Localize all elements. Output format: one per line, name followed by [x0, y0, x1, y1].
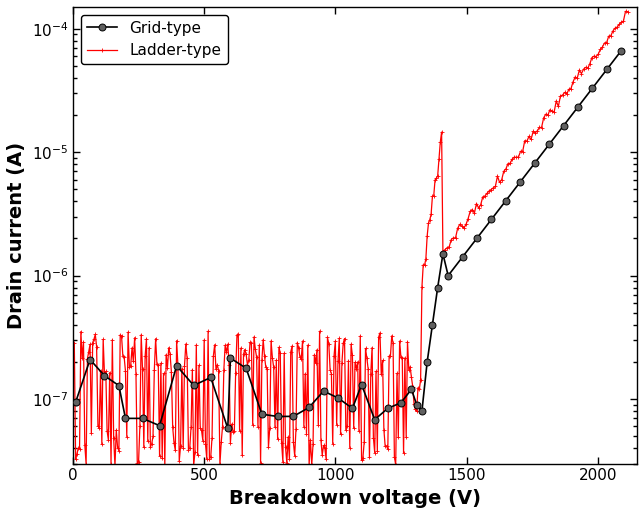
Ladder-type — [488, 186, 495, 193]
Grid-type — [115, 383, 123, 389]
Grid-type — [258, 411, 266, 417]
Grid-type — [100, 373, 108, 379]
X-axis label: Breakdown voltage (V): Breakdown voltage (V) — [229, 489, 481, 508]
Grid-type — [156, 422, 164, 428]
Legend: Grid-type, Ladder-type: Grid-type, Ladder-type — [80, 14, 227, 64]
Ladder-type — [261, 353, 269, 359]
Ladder-type — [424, 220, 432, 226]
Grid-type — [418, 408, 426, 414]
Ladder-type — [70, 340, 78, 346]
Grid-type — [224, 425, 232, 432]
Grid-type — [408, 386, 415, 392]
Grid-type — [459, 254, 466, 260]
Grid-type — [227, 355, 234, 361]
Grid-type — [190, 382, 198, 388]
Grid-type — [488, 216, 495, 222]
Ladder-type — [525, 133, 533, 140]
Grid-type — [439, 251, 447, 257]
Grid-type — [589, 85, 596, 91]
Grid-type — [560, 123, 567, 129]
Ladder-type — [266, 424, 274, 431]
Grid-type — [545, 141, 553, 147]
Grid-type — [413, 402, 421, 408]
Grid-type — [242, 365, 250, 371]
Grid-type — [423, 359, 431, 365]
Grid-type — [173, 363, 180, 369]
Grid-type — [434, 284, 442, 290]
Grid-type — [516, 179, 524, 185]
Y-axis label: Drain current (A): Drain current (A) — [7, 142, 26, 329]
Grid-type — [334, 395, 342, 401]
Grid-type — [207, 374, 214, 381]
Grid-type — [319, 388, 327, 394]
Line: Ladder-type: Ladder-type — [73, 10, 629, 469]
Grid-type — [71, 399, 79, 405]
Grid-type — [531, 160, 538, 166]
Ladder-type — [624, 9, 632, 15]
Ladder-type — [621, 8, 629, 14]
Grid-type — [357, 382, 365, 388]
Grid-type — [305, 404, 313, 410]
Ladder-type — [161, 464, 169, 470]
Grid-type — [502, 198, 510, 204]
Ladder-type — [155, 362, 162, 368]
Grid-type — [138, 415, 146, 421]
Grid-type — [618, 47, 625, 54]
Grid-type — [122, 415, 129, 421]
Grid-type — [384, 405, 392, 411]
Grid-type — [603, 66, 611, 73]
Grid-type — [290, 413, 298, 419]
Line: Grid-type: Grid-type — [72, 47, 625, 432]
Grid-type — [371, 417, 379, 423]
Grid-type — [274, 414, 281, 420]
Grid-type — [86, 356, 94, 363]
Grid-type — [397, 400, 405, 406]
Grid-type — [473, 235, 481, 241]
Grid-type — [428, 322, 436, 328]
Grid-type — [574, 104, 582, 110]
Grid-type — [444, 272, 452, 279]
Grid-type — [348, 405, 356, 411]
